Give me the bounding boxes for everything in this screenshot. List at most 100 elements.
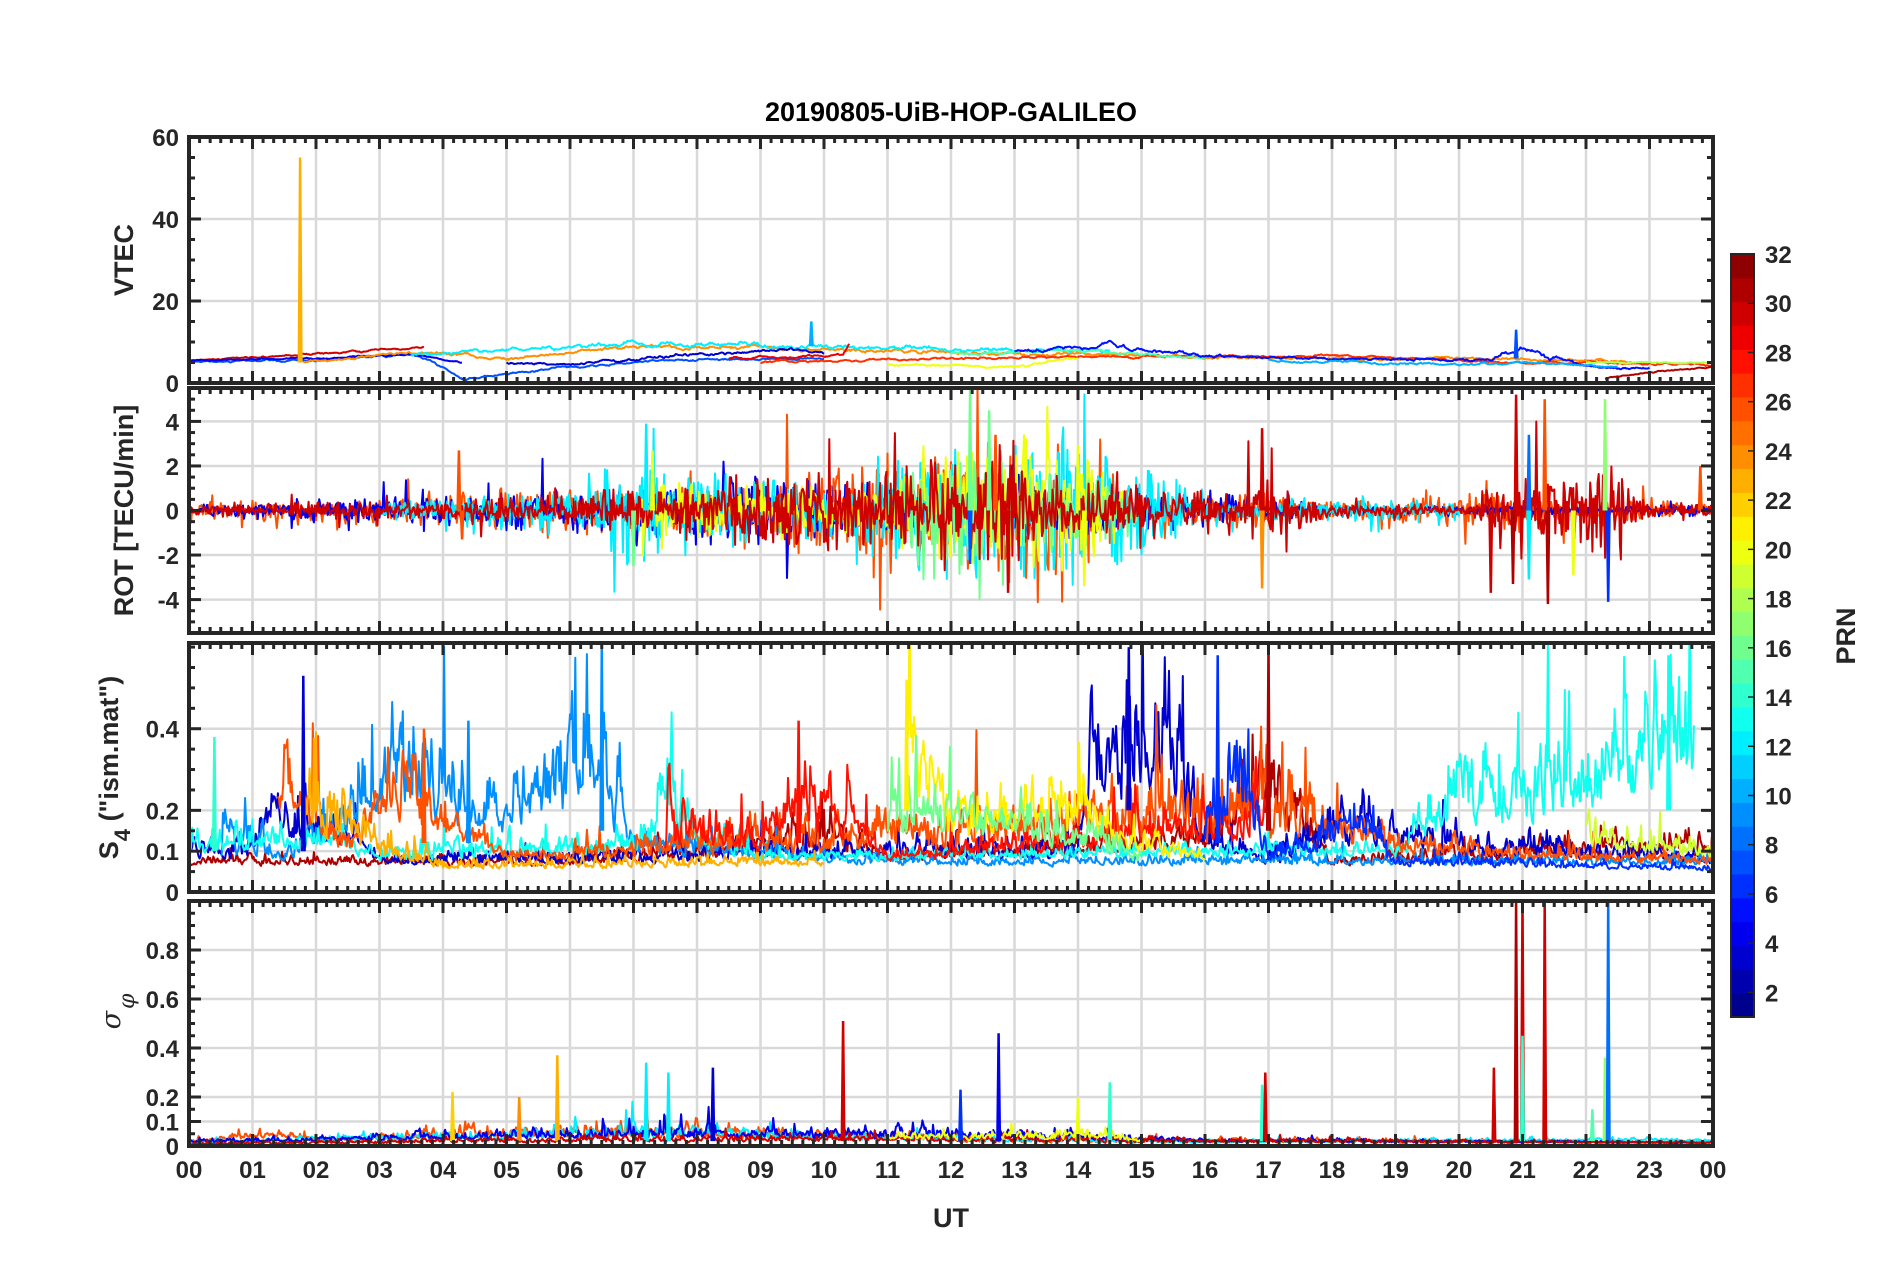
y-axis-label-subscript: 4 <box>110 828 135 841</box>
y-tick-label: -2 <box>158 543 179 570</box>
y-axis-label: ROT [TECU/min] <box>109 405 139 616</box>
spike-prn17 <box>1602 1057 1608 1142</box>
series-line-prn31 <box>1604 365 1713 380</box>
colorbar-level <box>1731 516 1754 541</box>
spike-prn26 <box>992 434 998 511</box>
colorbar-level <box>1731 301 1754 327</box>
y-axis-label-subscript: φ <box>115 993 140 1009</box>
axes-frame <box>187 641 1715 894</box>
colorbar-level <box>1731 540 1754 565</box>
colorbar-level <box>1731 325 1754 350</box>
spike-prn30 <box>1542 901 1548 1142</box>
x-tick-label: 10 <box>811 1157 838 1184</box>
spike-prn20 <box>1081 510 1087 587</box>
colorbar-level <box>1731 897 1754 923</box>
data-series-group <box>189 388 1713 611</box>
spike-prn23 <box>297 157 303 363</box>
y-axis-label-suffix: ("ism.mat") <box>94 676 124 829</box>
series-line-prn3 <box>189 643 1713 866</box>
spike-prn20 <box>650 450 656 511</box>
x-tick-label: 04 <box>430 1157 457 1184</box>
spike-prn22 <box>450 1092 456 1142</box>
x-tick-label: 13 <box>1001 1157 1028 1184</box>
colorbar-tick-label: 20 <box>1765 537 1792 564</box>
y-tick-label: 0.4 <box>146 717 180 744</box>
colorbar-level <box>1731 945 1754 970</box>
y-tick-label: 0 <box>166 1134 179 1161</box>
spike-prn12 <box>1526 510 1532 580</box>
x-tick-label: 00 <box>176 1157 203 1184</box>
spike-prn3 <box>710 1067 716 1142</box>
colorbar-level <box>1731 492 1754 517</box>
colorbar-level <box>1731 373 1754 398</box>
colorbar-tick-label: 16 <box>1765 636 1792 663</box>
colorbar-frame <box>1730 253 1755 1018</box>
spike-prn6 <box>1215 655 1221 844</box>
colorbar-level <box>1731 635 1754 660</box>
y-axis-label-main: σ <box>96 1009 127 1029</box>
colorbar-tick-label: 22 <box>1765 488 1792 515</box>
colorbar-level <box>1731 802 1754 827</box>
spike-prn12 <box>665 1072 671 1142</box>
y-tick-label: 4 <box>166 409 180 436</box>
spike-prn31 <box>1545 510 1551 605</box>
x-tick-label: 18 <box>1319 1157 1346 1184</box>
x-tick-label: 21 <box>1509 1157 1536 1184</box>
colorbar-level <box>1731 921 1754 946</box>
spike-prn3 <box>300 675 306 852</box>
x-tick-label: 02 <box>303 1157 330 1184</box>
x-tick-label: 00 <box>1700 1157 1727 1184</box>
series-line-prn23 <box>302 731 825 870</box>
y-tick-label: 2 <box>166 454 179 481</box>
series-line-prn15 <box>950 347 1206 360</box>
panel-sigma: 00.10.2 0.4 0.6 0.8 σφ 00 01 02 03 04 05 06 07 08 09 10… <box>96 899 1727 1184</box>
spike-prn10 <box>808 321 814 347</box>
series-line-prn30 <box>189 420 1713 572</box>
spike-prn30 <box>1491 1067 1497 1142</box>
y-tick-label: 40 <box>152 207 179 234</box>
colorbar-tick-label: 18 <box>1765 587 1792 614</box>
panel-s4: 0 0.1 0.2 0.4 S4 ("ism.mat") <box>94 641 1715 907</box>
series-line-prn30 <box>189 345 425 362</box>
colorbar-tick-label: 30 <box>1765 291 1792 318</box>
y-axis-label: VTEC <box>109 224 139 296</box>
y-axis-label: S4 ("ism.mat") <box>94 676 135 859</box>
y-tick-label: 0.2 <box>146 1085 179 1112</box>
series-line-prn3 <box>505 346 825 366</box>
colorbar-level <box>1731 420 1754 446</box>
x-tick-label: 06 <box>557 1157 584 1184</box>
colorbar-tick-label: 24 <box>1765 439 1792 466</box>
spike-prn15 <box>1589 1109 1595 1142</box>
colorbar-level <box>1731 587 1754 613</box>
series-line-prn16 <box>886 734 1143 862</box>
x-tick-label: 17 <box>1255 1157 1282 1184</box>
colorbar-tick-label: 2 <box>1765 980 1778 1007</box>
colorbar-tick-label: 6 <box>1765 882 1778 909</box>
y-tick-label: 0 <box>166 499 179 526</box>
x-tick-label: 11 <box>875 1157 900 1184</box>
axes-frame <box>187 386 1715 635</box>
spike-prn30 <box>1513 394 1519 511</box>
spike-prn30 <box>1005 510 1011 593</box>
x-tick-label: 07 <box>620 1157 647 1184</box>
x-tick-label: 08 <box>684 1157 711 1184</box>
x-tick-label: 16 <box>1192 1157 1219 1184</box>
spike-prn26 <box>421 728 427 844</box>
y-axis-label-main: S <box>94 841 124 859</box>
colorbar-tick-label: 4 <box>1765 931 1779 958</box>
colorbar-level <box>1731 707 1754 732</box>
colorbar-level <box>1731 873 1754 899</box>
x-tick-label: 15 <box>1128 1157 1155 1184</box>
spike-prn13 <box>1666 655 1672 811</box>
y-tick-label: 60 <box>152 125 179 152</box>
x-tick-label: 09 <box>747 1157 774 1184</box>
spike-prn14 <box>1107 1082 1113 1142</box>
colorbar-level <box>1731 659 1754 684</box>
colorbar-tick-label: 10 <box>1765 783 1792 810</box>
colorbar-tick-label: 8 <box>1765 833 1778 860</box>
series-line-prn20 <box>887 357 1079 370</box>
colorbar-level <box>1731 397 1754 422</box>
spike-prn6 <box>958 1089 964 1142</box>
